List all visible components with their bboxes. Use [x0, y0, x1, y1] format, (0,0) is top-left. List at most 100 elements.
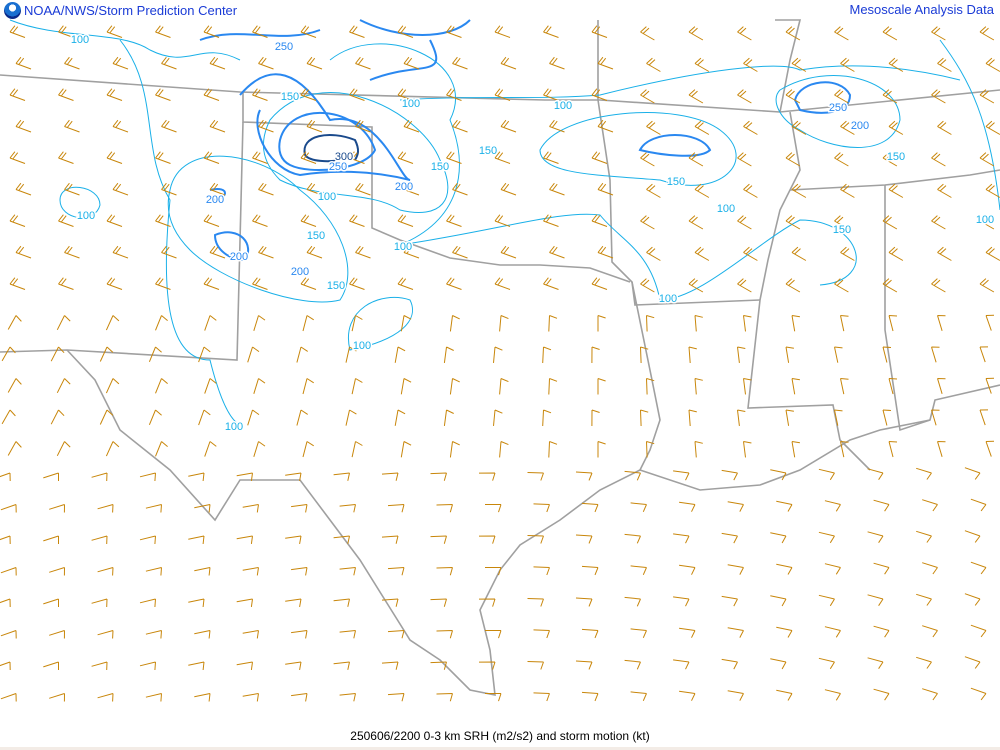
wind-barb [478, 472, 496, 481]
wind-barb [630, 628, 647, 639]
wind-barb [300, 151, 317, 164]
wind-barb [494, 277, 511, 290]
wind-barb [743, 57, 758, 72]
wind-barb [785, 409, 794, 426]
wind-barb [452, 245, 468, 259]
wind-barb [770, 532, 787, 544]
wind-barb [776, 500, 793, 512]
wind-barb [542, 409, 552, 427]
wind-barb [9, 277, 26, 290]
contour-label: 150 [307, 230, 325, 242]
wind-barb [387, 693, 405, 702]
wind-barb [58, 25, 74, 38]
wind-barb [333, 535, 350, 544]
contour-label: 100 [394, 241, 412, 253]
wind-barb [333, 598, 350, 607]
wind-barb [548, 315, 558, 332]
wind-barb [203, 214, 220, 227]
wind-barb [591, 88, 608, 101]
wind-barb [916, 467, 932, 480]
wind-barb [494, 25, 511, 38]
wind-barb [834, 152, 849, 167]
wind-barb [824, 626, 841, 638]
wind-barb [873, 499, 890, 512]
wind-barb [679, 501, 696, 512]
contour-label: 200 [395, 181, 413, 193]
wind-barb [985, 120, 1000, 135]
wind-barb [64, 119, 80, 133]
wind-barb [403, 56, 420, 70]
wind-barb [597, 56, 614, 70]
wind-barb [97, 567, 114, 576]
border-line [242, 92, 631, 283]
wind-barb [106, 214, 123, 227]
wind-barb [721, 595, 738, 607]
wind-barb [139, 598, 156, 608]
wind-barb [387, 630, 405, 639]
wind-barb [888, 246, 904, 261]
wind-barb [591, 214, 608, 227]
contour-label: 150 [431, 161, 449, 173]
contour-label: 200 [291, 266, 309, 278]
wind-barb [430, 661, 447, 670]
wind-barb [937, 315, 946, 331]
contour-100 [347, 296, 413, 351]
wind-barb [306, 56, 323, 70]
wind-barb [351, 441, 363, 458]
wind-barb [9, 88, 26, 101]
wind-barb [0, 661, 11, 671]
wind-barb [834, 89, 849, 104]
wind-barb [300, 25, 317, 38]
border-line [775, 19, 802, 113]
wind-barb [112, 182, 129, 196]
wind-barb [291, 693, 308, 702]
wind-barb [64, 56, 80, 70]
wind-barb [285, 661, 302, 670]
wind-barb [252, 25, 268, 38]
wind-barb [834, 215, 849, 230]
wind-barb [970, 561, 987, 575]
wind-barb [0, 630, 17, 639]
wind-barb [97, 630, 114, 639]
wind-barb [834, 278, 849, 293]
wind-barb [387, 504, 405, 513]
wind-barb [591, 409, 600, 427]
wind-barb [436, 693, 453, 702]
wind-barb [494, 88, 511, 101]
contour-label: 100 [554, 100, 572, 112]
wind-barb [161, 245, 177, 259]
wind-barb [840, 378, 849, 395]
wind-barb [188, 598, 205, 608]
wind-barb [527, 472, 544, 481]
wind-barb [381, 598, 399, 607]
wind-barb [403, 119, 420, 133]
wind-barb [400, 315, 412, 332]
wind-barb [198, 346, 211, 363]
wind-barb [291, 630, 308, 639]
wind-barb [252, 214, 268, 227]
wind-barb [242, 567, 259, 576]
contour-label: 200 [230, 251, 248, 263]
wind-barb [236, 472, 253, 481]
wind-barb [888, 378, 898, 395]
wind-barb [624, 470, 641, 481]
contour-100 [399, 65, 961, 101]
wind-barb [888, 120, 904, 135]
wind-barb [394, 409, 406, 426]
wind-barb [56, 315, 71, 331]
contour-label: 250 [329, 161, 347, 173]
state-borders [0, 19, 1000, 696]
wind-barb [333, 472, 350, 481]
wind-barb [9, 151, 26, 164]
wind-barb [204, 378, 217, 394]
wind-barb [403, 182, 420, 196]
wind-barb [922, 499, 938, 512]
wind-barb [818, 468, 835, 481]
wind-barb [302, 378, 314, 395]
wind-barb [791, 315, 800, 332]
wind-barb [888, 441, 898, 458]
wind-barb [581, 502, 599, 513]
wind-barb [296, 409, 308, 426]
wind-barb [209, 119, 226, 133]
wind-barb [964, 530, 981, 543]
